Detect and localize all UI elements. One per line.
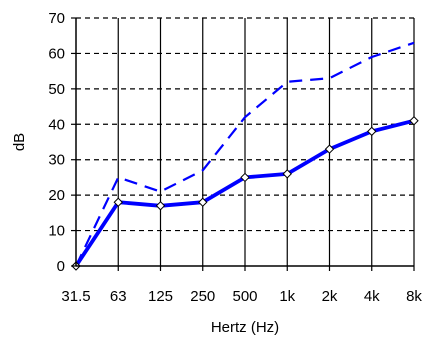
x-tick-label: 1k [279,288,295,305]
y-tick-label: 60 [48,45,65,62]
y-tick-labels: 0 10 20 30 40 50 60 70 [48,10,65,275]
y-tick-label: 0 [57,258,65,275]
series-layer [71,41,419,271]
axes [71,17,414,267]
x-tick-label: 63 [110,288,127,305]
x-tick-label: 31.5 [61,288,90,305]
data-point-marker [367,126,377,137]
y-tick-label: 50 [48,81,65,98]
y-tick-label: 20 [48,187,65,204]
y-tick-label: 10 [48,223,65,240]
x-tick-label: 8k [406,288,422,305]
x-tick-labels: 31.5 63 125 250 500 1k 2k 4k 8k [61,288,422,305]
x-tick-label: 500 [232,288,257,305]
data-point-marker [198,197,208,207]
dashed-series-line [75,41,415,267]
x-tick-label: 125 [148,288,173,305]
data-point-marker [155,201,166,211]
x-tick-label: 2k [322,288,338,305]
y-axis-title: dB [11,133,28,151]
y-tick-label: 30 [48,152,65,169]
data-point-marker [240,172,250,183]
x-tick-label: 4k [364,288,380,305]
x-axis-title: Hertz (Hz) [211,319,279,336]
x-tick-label: 250 [190,288,215,305]
data-point-marker [409,116,419,126]
data-point-marker [324,144,335,154]
gridlines [76,17,415,271]
data-point-marker [113,197,123,207]
y-tick-label: 40 [48,116,65,133]
data-point-marker [282,169,292,179]
y-tick-label: 70 [48,10,65,27]
